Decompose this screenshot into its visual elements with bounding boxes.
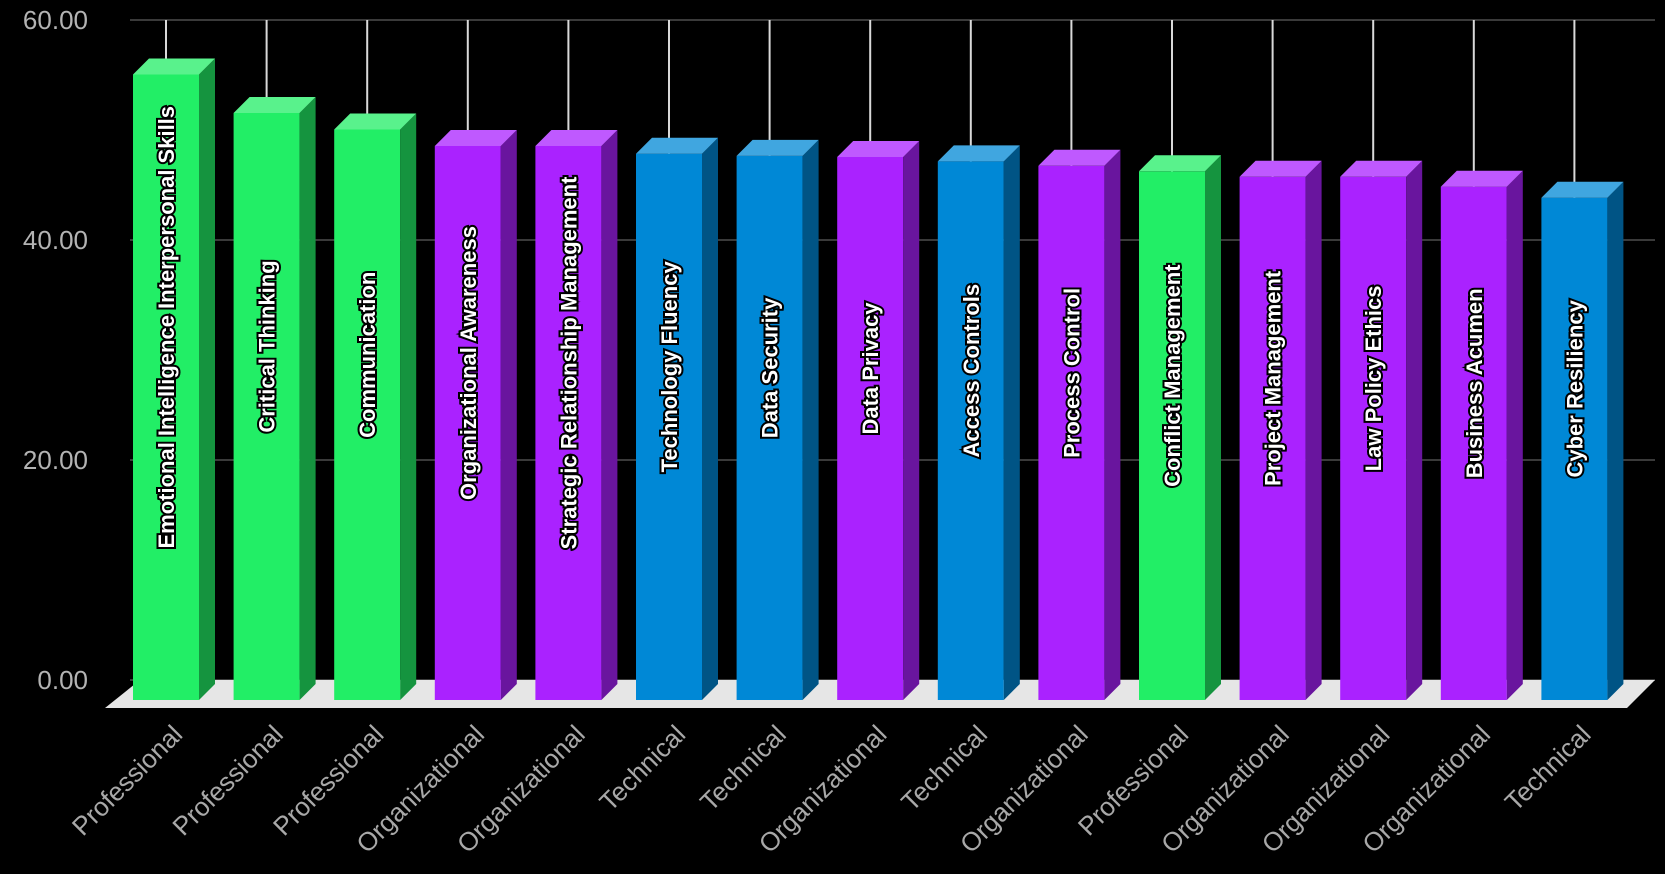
- bar-label: Organizational Awareness: [456, 226, 481, 500]
- bar-side: [1205, 155, 1221, 701]
- bar-front: [1139, 171, 1205, 701]
- bar: [1340, 160, 1423, 701]
- bar-front: [233, 113, 300, 700]
- bar-side: [1104, 149, 1121, 701]
- bar-front: [837, 157, 904, 700]
- bar-label: Emotional Intelligence Interpersonal Ski…: [154, 106, 179, 549]
- bar: [736, 139, 819, 700]
- bar-top: [1239, 160, 1322, 177]
- bar-side: [400, 113, 417, 700]
- bar-side: [1003, 145, 1020, 700]
- bar: [636, 137, 718, 700]
- bar-front: [1038, 165, 1105, 701]
- bar-top: [1038, 149, 1121, 166]
- bar-front: [937, 161, 1004, 700]
- x-axis: ProfessionalProfessionalProfessionalOrga…: [66, 719, 1597, 859]
- bar-front: [736, 155, 803, 700]
- x-tick-label: Technical: [895, 719, 993, 817]
- bar-top: [535, 130, 618, 146]
- bar-side: [199, 58, 215, 700]
- bar: [1038, 149, 1121, 701]
- bar-top: [1541, 181, 1624, 198]
- bar-label: Access Controls: [959, 284, 984, 458]
- bar: [434, 130, 517, 700]
- bar: [334, 113, 417, 700]
- y-tick-label: 60.00: [23, 5, 88, 35]
- bar: [133, 58, 215, 700]
- y-axis: 0.00 20.00 40.00 60.00: [23, 5, 88, 695]
- bar-top: [233, 97, 316, 113]
- bar-label: Critical Thinking: [255, 260, 280, 432]
- bar-front: [636, 153, 702, 700]
- bar-front: [1340, 176, 1407, 701]
- bar: [233, 97, 316, 700]
- bar-top: [1139, 155, 1221, 172]
- bar-top: [334, 113, 417, 130]
- bar-top: [837, 141, 920, 157]
- bar-label: Data Privacy: [858, 302, 883, 435]
- bar: [937, 145, 1020, 700]
- bar-layer: [133, 58, 1624, 701]
- bar-label: Communication: [355, 272, 380, 438]
- x-tick-label: Technical: [593, 719, 691, 817]
- bar-front: [133, 74, 199, 700]
- bar-front: [1239, 176, 1306, 701]
- bar-top: [1340, 160, 1423, 177]
- bar-front: [1440, 186, 1507, 700]
- bar: [1541, 181, 1624, 700]
- bar-side: [299, 97, 316, 700]
- bar-side: [500, 130, 517, 700]
- bar-label: Data Security: [758, 297, 783, 438]
- bar-side: [903, 141, 920, 700]
- bar-top: [636, 137, 718, 154]
- bar-label: Technology Fluency: [657, 261, 682, 473]
- bar-side: [802, 139, 819, 700]
- bar-top: [1440, 170, 1523, 187]
- x-tick-label: Technical: [694, 719, 792, 817]
- y-tick-label: 0.00: [37, 665, 88, 695]
- bar-top: [434, 130, 517, 146]
- bar-top: [937, 145, 1020, 162]
- y-tick-label: 20.00: [23, 445, 88, 475]
- bar-side: [1506, 170, 1523, 700]
- bar-label: Process Control: [1059, 288, 1084, 458]
- bar-front: [434, 146, 501, 700]
- bar-front: [334, 129, 401, 700]
- bar-top: [736, 139, 819, 156]
- bar-side: [702, 137, 718, 700]
- bar-side: [1607, 181, 1624, 700]
- bar-label: Project Management: [1261, 270, 1286, 486]
- bar-top: [133, 58, 215, 75]
- bar: [535, 130, 618, 700]
- bar-label: Cyber Resiliency: [1562, 299, 1587, 477]
- bar-side: [1305, 160, 1322, 701]
- bar-label: Conflict Management: [1160, 264, 1185, 487]
- bar-front: [535, 146, 602, 700]
- bar: [1139, 155, 1221, 701]
- y-tick-label: 40.00: [23, 225, 88, 255]
- bar-side: [601, 130, 618, 700]
- bar: [837, 141, 920, 700]
- bar-label: Law Policy Ethics: [1361, 285, 1386, 471]
- label-layer: Emotional Intelligence Interpersonal Ski…: [152, 104, 1589, 551]
- bar-front: [1541, 197, 1608, 700]
- bar: [1239, 160, 1322, 701]
- bar: [1440, 170, 1523, 700]
- bar-side: [1406, 160, 1423, 701]
- x-tick-label: Technical: [1499, 719, 1597, 817]
- bar-label: Strategic Relationship Management: [556, 176, 581, 550]
- bar-label: Business Acumen: [1462, 288, 1487, 478]
